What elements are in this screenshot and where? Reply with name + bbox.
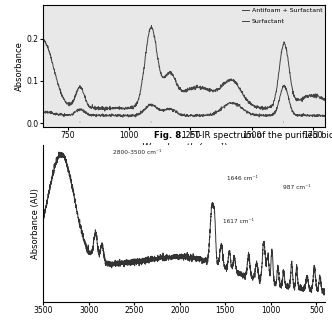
Text: 987 cm⁻¹: 987 cm⁻¹: [283, 185, 310, 190]
Text: 1617 cm⁻¹: 1617 cm⁻¹: [223, 219, 254, 224]
X-axis label: Wavelength (cm⁻¹): Wavelength (cm⁻¹): [141, 143, 227, 152]
Text: 2800-3500 cm⁻¹: 2800-3500 cm⁻¹: [113, 150, 162, 155]
Y-axis label: Absorbance: Absorbance: [15, 41, 24, 91]
Text: 1646 cm⁻¹: 1646 cm⁻¹: [227, 176, 258, 181]
Y-axis label: Absorbance (AU): Absorbance (AU): [32, 188, 41, 259]
Text: Fig. 8.: Fig. 8.: [154, 131, 184, 140]
Text: FT-IR spectrum of the purified biosurfactant sample.: FT-IR spectrum of the purified biosurfac…: [184, 131, 332, 140]
Legend: Antifoam + Surfactant, Surfactant: Antifoam + Surfactant, Surfactant: [242, 8, 322, 24]
